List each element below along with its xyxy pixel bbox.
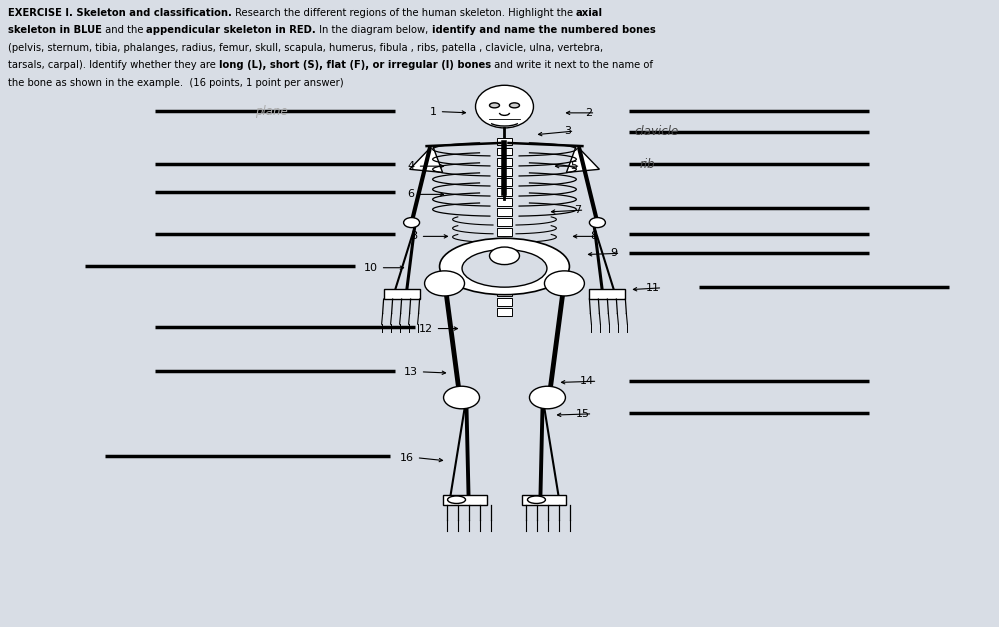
Text: In the diagram below,: In the diagram below, bbox=[317, 25, 432, 35]
Bar bbox=[497, 188, 512, 196]
Ellipse shape bbox=[490, 247, 519, 265]
Ellipse shape bbox=[440, 238, 569, 295]
Circle shape bbox=[529, 386, 565, 409]
Text: 4: 4 bbox=[408, 161, 415, 171]
Bar bbox=[497, 138, 512, 145]
Text: rib: rib bbox=[639, 159, 655, 171]
Bar bbox=[497, 178, 512, 186]
Bar bbox=[497, 238, 512, 246]
Text: 12: 12 bbox=[419, 324, 433, 334]
Text: Research the different regions of the human skeleton. Highlight the: Research the different regions of the hu… bbox=[232, 8, 576, 18]
Bar bbox=[497, 248, 512, 256]
Text: clavicle: clavicle bbox=[634, 125, 678, 137]
Text: long (L), short (S), flat (F), or irregular (I) bones: long (L), short (S), flat (F), or irregu… bbox=[219, 60, 492, 70]
Bar bbox=[522, 495, 566, 505]
Polygon shape bbox=[410, 145, 443, 172]
Text: and the: and the bbox=[102, 25, 147, 35]
Bar bbox=[497, 278, 512, 286]
Text: 9: 9 bbox=[610, 248, 617, 258]
Text: 8: 8 bbox=[590, 231, 597, 241]
Bar bbox=[497, 168, 512, 176]
Bar bbox=[497, 228, 512, 236]
Text: the bone as shown in the example.  (16 points, 1 point per answer): the bone as shown in the example. (16 po… bbox=[8, 78, 344, 88]
Ellipse shape bbox=[476, 85, 533, 128]
Text: 7: 7 bbox=[574, 205, 581, 215]
Bar bbox=[497, 308, 512, 316]
Bar bbox=[384, 289, 420, 299]
Text: 13: 13 bbox=[404, 367, 418, 377]
Bar bbox=[497, 298, 512, 306]
Bar bbox=[497, 208, 512, 216]
Polygon shape bbox=[566, 145, 599, 172]
Text: 5: 5 bbox=[570, 161, 577, 171]
Text: 11: 11 bbox=[645, 283, 659, 293]
Text: 6: 6 bbox=[408, 189, 415, 199]
Text: 8: 8 bbox=[411, 231, 418, 241]
Bar bbox=[497, 148, 512, 155]
Text: 1: 1 bbox=[430, 107, 437, 117]
Bar bbox=[497, 268, 512, 276]
Text: and write it next to the name of: and write it next to the name of bbox=[492, 60, 653, 70]
Circle shape bbox=[544, 271, 584, 296]
Text: EXERCISE I. Skeleton and classification.: EXERCISE I. Skeleton and classification. bbox=[8, 8, 232, 18]
Text: 3: 3 bbox=[564, 126, 571, 136]
Bar bbox=[497, 158, 512, 166]
Text: tarsals, carpal). Identify whether they are: tarsals, carpal). Identify whether they … bbox=[8, 60, 219, 70]
Text: axial: axial bbox=[576, 8, 603, 18]
Circle shape bbox=[444, 386, 480, 409]
Bar bbox=[589, 289, 625, 299]
Bar bbox=[497, 198, 512, 206]
Ellipse shape bbox=[448, 496, 466, 503]
Text: 10: 10 bbox=[364, 263, 378, 273]
Circle shape bbox=[425, 271, 465, 296]
Text: (pelvis, sternum, tibia, phalanges, radius, femur, skull, scapula, humerus, fibu: (pelvis, sternum, tibia, phalanges, radi… bbox=[8, 43, 603, 53]
Text: identify and name the numbered bones: identify and name the numbered bones bbox=[432, 25, 655, 35]
Circle shape bbox=[404, 218, 420, 228]
Text: 2: 2 bbox=[585, 108, 592, 118]
Bar bbox=[443, 495, 487, 505]
Ellipse shape bbox=[462, 250, 547, 287]
Text: 14: 14 bbox=[580, 376, 594, 386]
Ellipse shape bbox=[490, 103, 500, 108]
Bar bbox=[497, 288, 512, 296]
Bar bbox=[497, 258, 512, 266]
Text: skeleton in BLUE: skeleton in BLUE bbox=[8, 25, 102, 35]
Bar bbox=[497, 218, 512, 226]
Ellipse shape bbox=[509, 103, 519, 108]
Ellipse shape bbox=[527, 496, 545, 503]
Text: 15: 15 bbox=[575, 409, 589, 419]
Text: appendicular skeleton in RED.: appendicular skeleton in RED. bbox=[147, 25, 317, 35]
Text: plane: plane bbox=[255, 105, 288, 118]
Circle shape bbox=[589, 218, 605, 228]
Text: 16: 16 bbox=[400, 453, 414, 463]
